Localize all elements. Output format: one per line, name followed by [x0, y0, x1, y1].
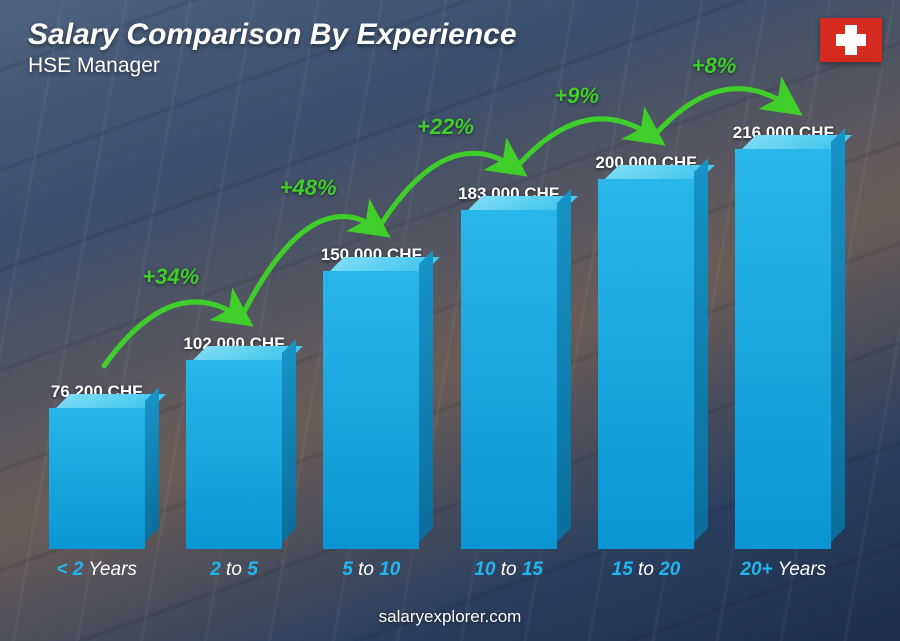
- salary-chart: 76,200 CHF102,000 CHF150,000 CHF183,000 …: [28, 107, 852, 577]
- pct-label-1: +48%: [280, 175, 337, 201]
- bar-front: [49, 408, 145, 549]
- flag-cross-horizontal: [836, 34, 866, 46]
- bar-front: [323, 271, 419, 549]
- bar-shape: [323, 271, 419, 549]
- x-label-0: < 2 Years: [28, 559, 165, 581]
- pct-label-4: +8%: [692, 53, 737, 79]
- x-label-5: 20+ Years: [715, 559, 852, 581]
- pct-label-0: +34%: [142, 264, 199, 290]
- bar-shape: [186, 360, 282, 549]
- bar-front: [186, 360, 282, 549]
- bar-shape: [461, 210, 557, 549]
- bar-shape: [735, 149, 831, 549]
- swiss-flag-icon: [820, 18, 882, 62]
- x-label-4: 15 to 20: [577, 559, 714, 581]
- bar-shape: [49, 408, 145, 549]
- bar-side: [419, 250, 433, 542]
- bar-side: [831, 128, 845, 542]
- bar-front: [461, 210, 557, 549]
- bar-5: 216,000 CHF: [715, 123, 852, 549]
- infographic-canvas: Salary Comparison By Experience HSE Mana…: [0, 0, 900, 641]
- bar-side: [557, 189, 571, 542]
- pct-label-2: +22%: [417, 114, 474, 140]
- bar-1: 102,000 CHF: [165, 334, 302, 549]
- bar-front: [598, 179, 694, 549]
- pct-label-3: +9%: [554, 83, 599, 109]
- x-label-3: 10 to 15: [440, 559, 577, 581]
- bar-shape: [598, 179, 694, 549]
- bar-0: 76,200 CHF: [28, 382, 165, 549]
- bar-side: [282, 339, 296, 542]
- bar-side: [694, 158, 708, 542]
- bar-4: 200,000 CHF: [577, 153, 714, 549]
- x-label-1: 2 to 5: [165, 559, 302, 581]
- bar-front: [735, 149, 831, 549]
- x-label-2: 5 to 10: [303, 559, 440, 581]
- bar-side: [145, 387, 159, 542]
- bar-container: 76,200 CHF102,000 CHF150,000 CHF183,000 …: [28, 79, 852, 549]
- footer-source: salaryexplorer.com: [0, 607, 900, 627]
- page-title: Salary Comparison By Experience: [28, 18, 810, 52]
- bar-2: 150,000 CHF: [303, 245, 440, 549]
- bar-3: 183,000 CHF: [440, 184, 577, 549]
- x-axis-labels: < 2 Years2 to 55 to 1010 to 1515 to 2020…: [28, 559, 852, 581]
